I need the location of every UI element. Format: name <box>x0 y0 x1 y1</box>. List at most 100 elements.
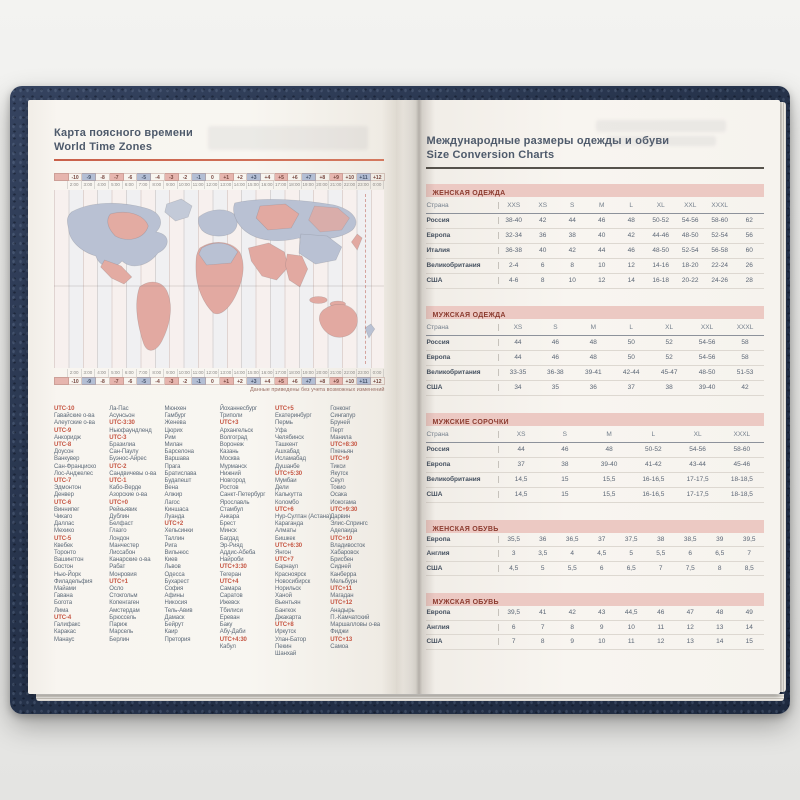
size-value: 49 <box>745 609 753 617</box>
city-name: Ханой <box>275 593 292 600</box>
city-name: Иркутск <box>275 629 296 636</box>
city-name: Волгоград <box>219 434 248 441</box>
city-name: Асунсьон <box>109 413 135 420</box>
size-value: 45-46 <box>733 461 751 468</box>
utc-offset-label: UTC-8 <box>54 442 72 449</box>
size-table: МУЖСКИЕ СОРОЧКИ Страна XS S M L XL XXXL Россия 44… <box>426 412 764 503</box>
city-name: Манила <box>330 434 352 441</box>
time-cell: 4:00 <box>95 181 110 189</box>
size-value: 36 <box>539 232 547 239</box>
city-name: Канарские о-ва <box>109 557 151 564</box>
city-name: Санкт-Петербург <box>219 492 266 499</box>
city-name: Шанхай <box>275 650 297 657</box>
country-column-header: Страна <box>426 202 449 209</box>
size-value: 11 <box>657 623 665 631</box>
size-column-header: XXXL <box>733 431 751 438</box>
size-value: 16-16,5 <box>642 491 665 498</box>
city-name: Тель-Авив <box>164 607 193 614</box>
time-cell: 11:00 <box>192 181 206 189</box>
country-label: Европа <box>426 354 451 361</box>
utc-offset-label: UTC+3 <box>219 420 239 427</box>
city-name: Таллин <box>164 535 185 542</box>
utc-offset-label: UTC-2 <box>109 463 127 470</box>
utc-offset-label: UTC+11 <box>330 586 352 593</box>
country-column-header: Страна <box>426 324 449 331</box>
country-label: Европа <box>426 232 451 239</box>
city-name: Мехико <box>54 528 75 535</box>
city-name: Пермь <box>275 420 293 427</box>
city-name: Майами <box>54 586 76 593</box>
city-name: Брест <box>219 521 236 528</box>
ruler-offsets-row: -10 -9 -8 -7 -6 -5 -4 -3 -2 -1 0 +1 +2 +3 +4 +5 +6 +7 +8 +9… <box>54 377 385 385</box>
city-name: Ашхабад <box>275 449 300 456</box>
size-value: 8,5 <box>744 564 754 572</box>
time-cell: 4:00 <box>95 369 110 377</box>
size-value: 6 <box>688 550 693 558</box>
size-value: 50-52 <box>652 217 670 224</box>
city-name: Абу-Даби <box>219 629 246 636</box>
city-name: Стокгольм <box>109 593 138 600</box>
city-name: Будапешт <box>164 478 192 485</box>
utc-offset-cell: 0 <box>206 173 220 181</box>
size-value: 7,5 <box>685 564 695 572</box>
utc-offset-cell: -8 <box>96 377 110 385</box>
city-name: Кабул <box>219 643 236 650</box>
size-value: 36-38 <box>547 369 564 376</box>
city-name: Париж <box>109 622 128 629</box>
utc-offset-cell: +12 <box>370 173 385 181</box>
table-row: США 34 35 36 37 38 39-40 42 <box>426 381 764 396</box>
time-cell <box>54 181 68 189</box>
time-cell: 12:00 <box>206 369 220 377</box>
city-name: Тбилиси <box>219 607 243 614</box>
city-name: Челябинск <box>275 434 304 441</box>
time-cell: 2:00 <box>68 369 82 377</box>
table-row: Россия 44 46 48 50-52 54-56 58-60 <box>426 443 764 458</box>
size-value: 39-40 <box>600 461 618 468</box>
city-name: Токио <box>330 485 346 492</box>
size-value: 4-6 <box>498 277 528 284</box>
city-name: Самоа <box>330 643 349 650</box>
size-value: 6 <box>540 262 545 269</box>
size-value: 18-20 <box>681 262 699 269</box>
size-value: 4 <box>570 550 575 558</box>
time-cell: 20:00 <box>316 369 330 377</box>
city-name: Бейрут <box>164 622 184 629</box>
size-value: 35 <box>551 384 559 391</box>
size-value: 52-54 <box>711 232 729 239</box>
city-column: Мюнхен Гамбург Женева Цюрих Рим Милан Барселон… <box>165 406 219 658</box>
size-value: 10 <box>568 277 576 284</box>
city-name: Анкоридж <box>54 434 81 441</box>
size-value: 54-56 <box>698 339 716 346</box>
city-name: Одесса <box>164 571 185 578</box>
size-value: 7 <box>747 550 752 558</box>
size-value: 38 <box>665 384 673 391</box>
city-column: Йоханнесбург Триполи UTC+3 Архангельск Волго… <box>220 406 274 658</box>
utc-offset-cell <box>54 377 69 385</box>
table-title: ЖЕНСКАЯ ОБУВЬ <box>432 525 499 533</box>
table-row: Великобритания 2-4 6 8 10 12 14-16 18-20 22-24 26 <box>426 259 764 274</box>
utc-offset-label: UTC+5 <box>275 406 294 412</box>
size-tables: ЖЕНСКАЯ ОДЕЖДА Страна XXS XS S M L XL XXL XXXL Рос… <box>426 183 764 650</box>
country-label: Европа <box>426 461 451 468</box>
right-page-title-en: Size Conversion Charts <box>426 149 555 161</box>
city-name: Галифакс <box>54 622 81 629</box>
map-caption: Данные приведены без учета возможных изм… <box>249 387 385 393</box>
time-cell: 16:00 <box>261 369 275 377</box>
country-label: США <box>426 384 443 391</box>
utc-offset-cell: -3 <box>164 377 179 385</box>
utc-offset-label: UTC+7 <box>275 557 294 564</box>
size-value: 41 <box>539 609 547 617</box>
country-label: Англия <box>426 623 450 631</box>
time-cell: 13:00 <box>219 369 233 377</box>
table-row: Великобритания 14,5 15 15,5 16-16,5 17-17,5 18… <box>426 473 764 488</box>
time-cell: 2:00 <box>68 181 82 189</box>
utc-offset-cell <box>54 173 69 181</box>
time-cell: 10:00 <box>178 369 192 377</box>
city-name: Аделаида <box>330 528 358 535</box>
table-row: Европа 44 46 48 50 52 54-56 58 <box>426 351 764 366</box>
size-value: 62 <box>745 217 753 224</box>
time-cell: 23:00 <box>357 181 371 189</box>
country-label: Англия <box>426 550 450 558</box>
city-name: Чикаго <box>54 514 73 521</box>
country-label: США <box>426 638 443 646</box>
